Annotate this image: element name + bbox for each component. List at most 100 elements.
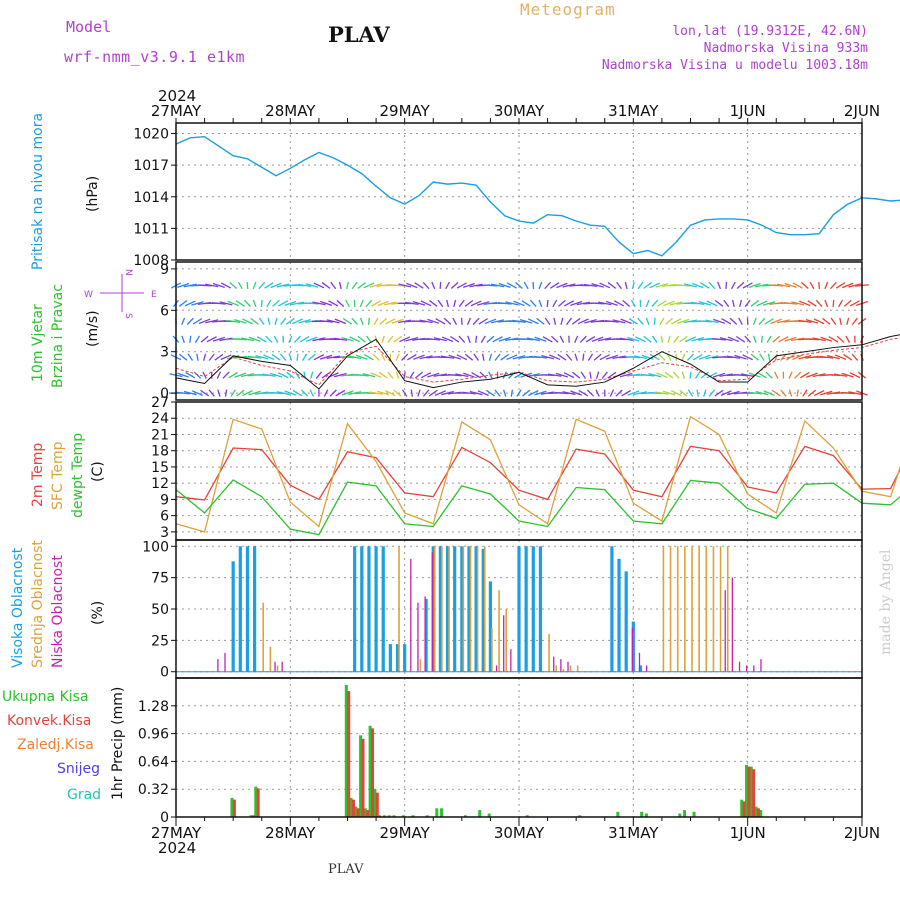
- wind-arrow: [456, 282, 467, 289]
- wind-arrow: [329, 389, 337, 397]
- wind-arrow: [841, 372, 854, 378]
- wind-arrow: [467, 335, 471, 343]
- wind-arrow: [220, 282, 232, 289]
- wind-arrow: [583, 283, 598, 288]
- precip-total-bar: [411, 815, 415, 817]
- wind-arrow: [706, 300, 718, 307]
- wind-arrow: [540, 391, 555, 395]
- cloud-mid-bar: [569, 665, 572, 672]
- precip-total-bar: [373, 789, 377, 817]
- cloud-mid-bar: [548, 634, 550, 672]
- wind-arrow: [664, 371, 674, 379]
- precip-total-bar: [692, 811, 696, 817]
- wind-arrow: [483, 301, 498, 305]
- wind-arrow: [401, 389, 408, 397]
- wind-arrow: [206, 336, 217, 343]
- wind-arrow: [549, 354, 561, 361]
- wind-arrow: [570, 300, 583, 306]
- wind-arrow: [236, 389, 245, 397]
- wind-arrow: [305, 336, 318, 343]
- temp-label-sfc: SFC Temp: [50, 441, 66, 510]
- wind-arrow: [806, 372, 818, 378]
- wind-arrow: [357, 282, 367, 289]
- wind-arrow: [586, 389, 595, 397]
- wind-arrow: [242, 390, 253, 397]
- cloud-low-bar: [510, 649, 512, 672]
- wind-arrow: [659, 317, 665, 326]
- wind-arrow: [263, 354, 275, 361]
- wind-arrow: [774, 353, 778, 361]
- wind-arrow: [677, 318, 690, 324]
- wind-arrow: [820, 390, 833, 396]
- wind-arrow: [462, 282, 475, 289]
- wind-arrow: [562, 283, 576, 288]
- wind-arrow: [601, 371, 608, 379]
- wind-arrow: [312, 301, 326, 306]
- cloud-low-bar: [724, 590, 726, 672]
- wind-arrow: [450, 335, 460, 343]
- panel-frame-pressure: [175, 122, 863, 261]
- cloud-high-bar: [445, 546, 450, 672]
- wind-arrow: [466, 317, 472, 326]
- wind-arrow: [651, 335, 658, 343]
- wind-arrow: [197, 301, 212, 305]
- precip-total-bar: [478, 810, 482, 817]
- wind-arrow: [179, 353, 188, 361]
- wind-arrow: [484, 318, 497, 325]
- wind-arrow: [708, 281, 716, 290]
- wind-arrow: [420, 300, 432, 307]
- wind-arrow: [587, 353, 594, 361]
- wind-arrow: [627, 336, 640, 342]
- wind-arrow: [812, 373, 826, 378]
- wind-arrow: [235, 300, 245, 307]
- wind-arrow: [269, 372, 283, 378]
- wind-arrow: [809, 281, 815, 290]
- wind-arrow: [848, 283, 862, 288]
- wind-arrow: [667, 335, 671, 343]
- wind-arrow: [755, 390, 769, 396]
- wind-arrow: [591, 336, 604, 343]
- wind-arrow: [390, 284, 405, 287]
- wind-arrow: [719, 373, 733, 377]
- cloud-low-bar: [410, 558, 412, 672]
- wind-arrow: [224, 389, 228, 397]
- cloud-low-bar: [495, 665, 498, 672]
- wind-arrow: [242, 318, 253, 325]
- wind-arrow: [228, 371, 239, 379]
- wind-arrow: [571, 317, 581, 325]
- wind-gust-line: [175, 337, 900, 386]
- cloud-mid-bar: [469, 546, 472, 672]
- wind-arrow: [335, 389, 346, 397]
- wind-arrow: [502, 389, 507, 397]
- wind-arrow: [323, 389, 329, 397]
- wind-arrow: [595, 371, 600, 379]
- wind-arrow: [692, 353, 703, 361]
- wind-arrow: [455, 373, 469, 378]
- cloud-low-bar: [274, 661, 276, 672]
- wind-arrow: [834, 354, 847, 361]
- wind-arrow: [246, 281, 249, 290]
- wind-arrow: [510, 389, 514, 397]
- wind-arrow: [298, 319, 311, 324]
- wind-arrow: [469, 390, 483, 396]
- wind-arrow: [363, 282, 375, 289]
- precip-label-total: Ukupna Kisa: [2, 689, 89, 705]
- wind-arrow: [687, 389, 694, 397]
- wind-arrow: [598, 301, 612, 306]
- wind-arrow: [637, 317, 644, 325]
- wind-arrow: [733, 373, 748, 377]
- wind-arrow: [212, 336, 225, 342]
- cloud-high-bar: [438, 546, 442, 672]
- temp-label-dew: dewpt Temp: [70, 433, 86, 518]
- wind-arrow: [443, 317, 452, 325]
- wind-arrow: [750, 299, 760, 307]
- y-tick-label: 1.28: [138, 699, 169, 715]
- precip-total-bar: [359, 735, 363, 817]
- cloud-high-bar: [481, 548, 485, 672]
- cloud-high-bar: [431, 546, 435, 672]
- wind-arrow: [593, 353, 602, 361]
- wind-arrow: [712, 372, 726, 378]
- wind-arrow: [464, 353, 474, 361]
- wind-arrow: [769, 284, 784, 287]
- wind-arrow: [321, 282, 331, 289]
